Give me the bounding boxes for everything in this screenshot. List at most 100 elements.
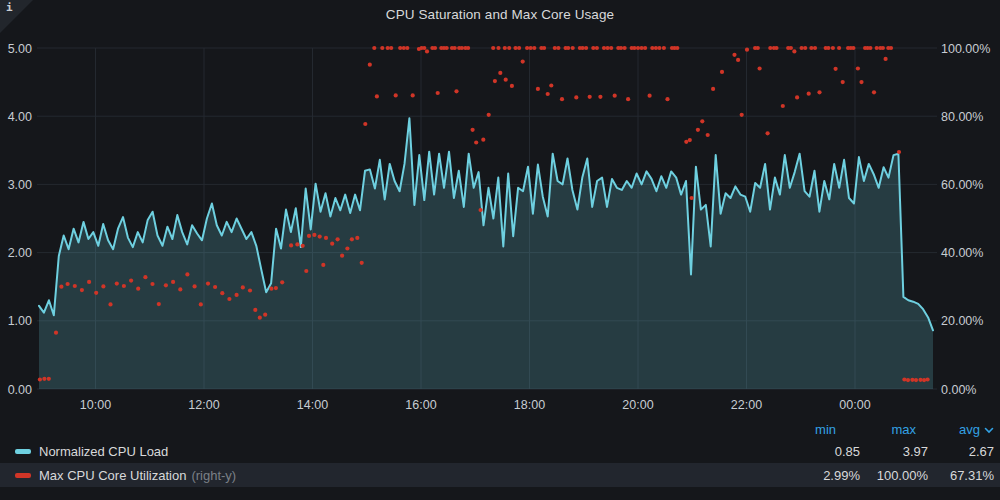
max-core-dot [851,46,855,50]
max-core-dot [602,46,606,50]
max-core-dot [318,235,322,239]
max-core-dot [813,46,817,50]
max-core-dot [491,46,495,50]
max-core-dot [529,46,533,50]
legend-col-avg[interactable]: avg [928,422,994,437]
max-core-dot [355,236,359,240]
max-core-dot [584,46,588,50]
max-core-dot [781,104,785,108]
max-core-dot [94,291,98,295]
x-tick-label: 00:00 [839,398,870,412]
max-core-dot [643,46,647,50]
max-core-dot [662,46,666,50]
max-core-dot [803,46,807,50]
max-core-dot [837,46,841,50]
y-left-tick-label: 2.00 [8,246,32,260]
max-core-dot [525,46,529,50]
max-core-dot [789,46,793,50]
max-core-dot [922,378,926,382]
max-core-dot [360,261,364,265]
max-core-dot [792,49,796,53]
max-core-dot [503,46,507,50]
max-core-dot [101,284,105,288]
max-core-dot [436,91,440,95]
max-core-dot [321,263,325,267]
max-core-dot [280,280,284,284]
max-core-dot [571,46,575,50]
value-max: 100.00% [860,468,928,483]
max-core-dot [736,58,740,62]
y-left-tick-label: 1.00 [8,314,32,328]
x-tick-label: 16:00 [405,398,436,412]
max-core-dot [831,46,835,50]
max-core-dot [150,282,154,286]
max-core-dot [389,46,393,50]
max-core-dot [324,236,328,240]
max-core-dot [372,46,376,50]
max-core-dot [504,78,508,82]
legend-col-max[interactable]: max [848,422,928,437]
max-core-dot [556,46,560,50]
max-core-dot [859,80,863,84]
max-core-dot [80,288,84,292]
legend-row-cpu-load[interactable]: Normalized CPU Load 0.85 3.97 2.67 [0,439,1000,463]
max-core-dot [774,46,778,50]
max-core-dot [422,46,426,50]
max-core-dot [474,140,478,144]
max-core-dot [841,80,845,84]
legend-col-min[interactable]: min [770,422,848,437]
value-avg: 2.67 [928,444,994,459]
y-left-tick-label: 4.00 [8,110,32,124]
max-core-dot [532,46,536,50]
max-core-dot [606,46,610,50]
series-label[interactable]: Normalized CPU Load [39,444,168,459]
series-swatch-max-core[interactable] [15,473,31,478]
max-core-dot [479,208,483,212]
max-core-dot [549,83,553,87]
series-label[interactable]: Max CPU Core Utilization [39,468,186,483]
max-core-dot [425,49,429,53]
x-tick-label: 10:00 [80,398,111,412]
max-core-dot [745,48,749,52]
legend-row-max-core[interactable]: Max CPU Core Utilization (right-y) 2.99%… [0,463,1000,487]
max-core-dot [720,70,724,74]
max-core-dot [588,95,592,99]
max-core-dot [665,97,669,101]
max-core-dot [690,196,694,200]
max-core-dot [817,90,821,94]
max-core-dot [609,46,613,50]
max-core-dot [636,46,640,50]
max-core-dot [375,94,379,98]
max-core-dot [122,284,126,288]
max-core-dot [394,93,398,97]
max-core-dot [220,291,224,295]
max-core-dot [623,46,627,50]
y-right-tick-label: 40.00% [941,246,983,260]
max-core-dot [115,282,119,286]
y-right-tick-label: 80.00% [941,110,983,124]
max-core-dot [889,46,893,50]
max-core-dot [766,131,770,135]
max-core-dot [213,285,217,289]
value-avg: 67.31% [928,468,994,483]
max-core-dot [648,94,652,98]
max-core-dot [398,46,402,50]
value-min: 0.85 [794,444,860,459]
series-axis-suffix: (right-y) [191,468,236,483]
series-swatch-cpu-load[interactable] [15,449,31,454]
max-core-dot [199,302,203,306]
max-core-dot [619,46,623,50]
max-core-dot [136,287,140,291]
y-left-tick-label: 5.00 [8,42,32,56]
max-core-dot [312,233,316,237]
max-core-dot [274,286,278,290]
max-core-dot [906,378,910,382]
max-core-dot [269,287,273,291]
max-core-dot [185,272,189,276]
max-core-dot [157,302,161,306]
max-core-dot [493,79,497,83]
max-core-dot [54,331,58,335]
max-core-dot [108,302,112,306]
legend: min max avg Normalized CPU Load 0.85 3.9… [0,419,1000,487]
max-core-dot [301,244,305,248]
